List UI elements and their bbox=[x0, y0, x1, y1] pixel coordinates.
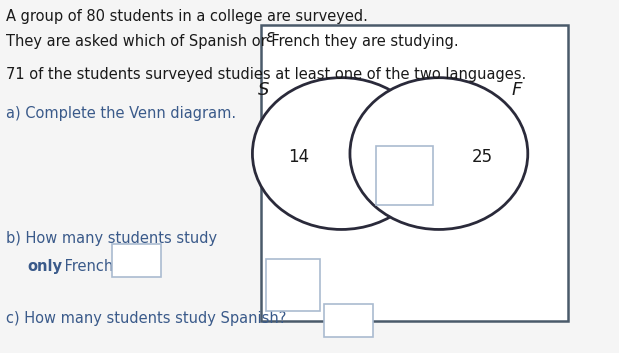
FancyBboxPatch shape bbox=[261, 25, 568, 321]
FancyBboxPatch shape bbox=[266, 259, 320, 311]
Text: a) Complete the Venn diagram.: a) Complete the Venn diagram. bbox=[6, 106, 236, 121]
FancyBboxPatch shape bbox=[376, 146, 433, 205]
Text: French?: French? bbox=[60, 259, 121, 274]
Ellipse shape bbox=[350, 78, 528, 229]
Ellipse shape bbox=[253, 78, 430, 229]
Text: S: S bbox=[258, 81, 269, 99]
Text: b) How many students study: b) How many students study bbox=[6, 231, 217, 246]
FancyBboxPatch shape bbox=[112, 244, 160, 277]
Text: 25: 25 bbox=[471, 148, 493, 166]
Text: F: F bbox=[512, 81, 522, 99]
Text: c) How many students study Spanish?: c) How many students study Spanish? bbox=[6, 311, 286, 325]
FancyBboxPatch shape bbox=[324, 304, 373, 337]
Text: 14: 14 bbox=[288, 148, 309, 166]
Text: A group of 80 students in a college are surveyed.: A group of 80 students in a college are … bbox=[6, 9, 368, 24]
Text: ε: ε bbox=[266, 28, 275, 46]
Text: 71 of the students surveyed studies at least one of the two languages.: 71 of the students surveyed studies at l… bbox=[6, 67, 526, 82]
Text: only: only bbox=[27, 259, 63, 274]
Text: They are asked which of Spanish or French they are studying.: They are asked which of Spanish or Frenc… bbox=[6, 34, 458, 48]
